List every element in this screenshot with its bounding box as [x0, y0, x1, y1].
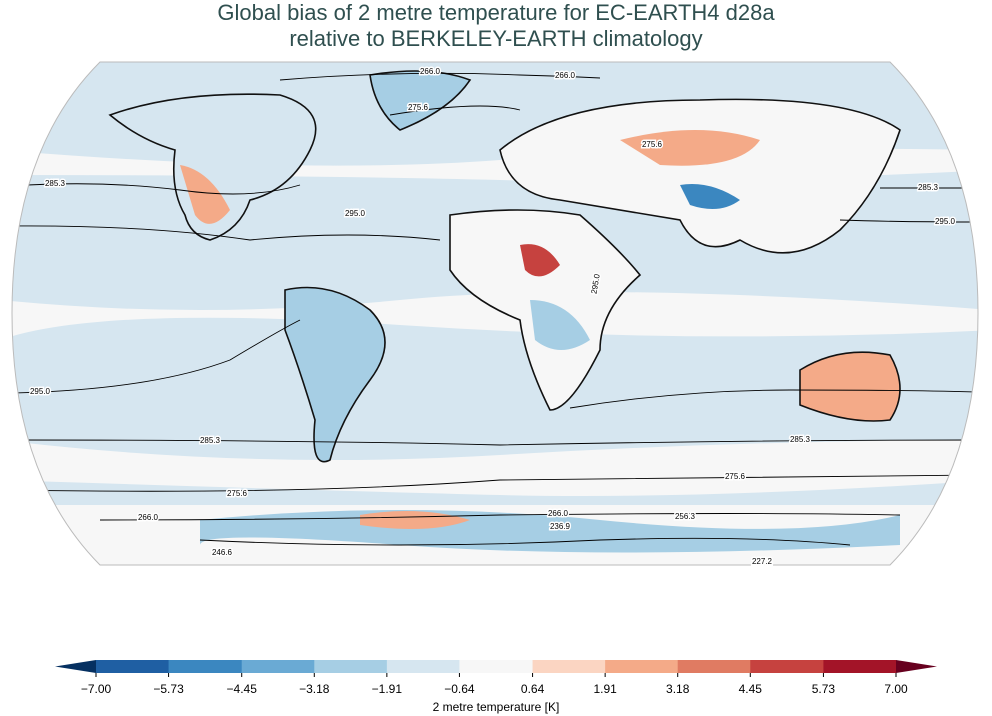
colorbar-tick-label: −3.18 — [299, 682, 330, 696]
colorbar-extend — [55, 660, 96, 673]
contour — [279, 72, 601, 81]
contour-label: 285.3 — [790, 435, 811, 444]
continent — [284, 286, 386, 463]
contour-label: 266.0 — [420, 67, 441, 76]
title-line: relative to BERKELEY-EARTH climatology — [289, 26, 702, 51]
contour-label: 266.0 — [555, 71, 576, 80]
colorbar-tick-label: 3.18 — [666, 682, 690, 696]
colorbar-bin — [605, 660, 679, 673]
colorbar-bin — [459, 660, 534, 673]
cold-region — [680, 184, 740, 209]
contour-label: 227.2 — [752, 557, 773, 566]
colorbar-tick-label: 1.91 — [593, 682, 617, 696]
contour-label: 275.6 — [227, 489, 248, 498]
contour-label: 246.6 — [212, 548, 233, 557]
cold-region — [530, 300, 590, 350]
contour — [12, 439, 978, 446]
contour-label: 285.3 — [918, 183, 939, 192]
colorbar-bin — [677, 660, 751, 673]
colorbar-tick-label: −0.64 — [444, 682, 475, 696]
map-frame — [11, 61, 979, 566]
contour — [12, 225, 441, 241]
band — [12, 440, 978, 496]
continent — [108, 93, 317, 241]
continent — [799, 351, 901, 422]
colorbar-bin — [823, 660, 897, 673]
contour — [839, 219, 978, 223]
colorbar: −7.00 −5.73 −4.45 −3.18 −1.91 −0.64 0.64 1.91 3.… — [55, 660, 937, 696]
contour-label: 295.0 — [935, 217, 956, 226]
contour-label: 275.6 — [408, 103, 429, 112]
contour-label: 236.9 — [550, 522, 571, 531]
colorbar-tick-label: −4.45 — [227, 682, 258, 696]
contour-label: 266.0 — [138, 513, 159, 522]
contour-label: 275.6 — [642, 140, 663, 149]
contour — [12, 474, 978, 492]
colorbar-label: 2 metre temperature [K] — [433, 700, 560, 714]
colorbar-bin — [386, 660, 460, 673]
contour-label: 295.0 — [345, 209, 366, 218]
contour-label: 256.3 — [675, 512, 696, 521]
map — [12, 62, 978, 565]
colorbar-tick-label: −5.73 — [153, 682, 184, 696]
colorbar-bin — [96, 660, 170, 673]
colorbar-tick-label: 5.73 — [812, 682, 836, 696]
warm-region — [180, 165, 230, 224]
colorbar-bin — [750, 660, 824, 673]
colorbar-tick-label: −7.00 — [81, 682, 112, 696]
colorbar-tick-label: −1.91 — [372, 682, 403, 696]
colorbar-bin — [532, 660, 606, 673]
colorbar-bin — [168, 660, 243, 673]
contour-label: 285.3 — [200, 436, 221, 445]
contour — [12, 319, 301, 394]
title-line: Global bias of 2 metre temperature for E… — [217, 0, 775, 25]
contour-labels: 266.0 266.0 275.6 275.6 285.3 285.3 295.… — [28, 66, 957, 568]
colorbar-tick-label: 4.45 — [739, 682, 763, 696]
colorbar-bin — [314, 660, 388, 673]
warm-region — [620, 130, 760, 166]
contour — [99, 513, 901, 521]
contour — [12, 183, 301, 195]
continent — [369, 70, 472, 131]
contour — [389, 105, 521, 116]
contour — [569, 389, 978, 409]
band — [12, 292, 978, 340]
colorbar-tick-label: 0.64 — [521, 682, 545, 696]
continent — [499, 98, 901, 254]
colorbar-bin — [241, 660, 315, 673]
contour — [199, 537, 851, 546]
colorbar-extend — [896, 660, 937, 673]
contour-label: 266.0 — [548, 509, 569, 518]
contour-label: 285.3 — [45, 179, 66, 188]
warm-region — [360, 511, 470, 529]
colorbar-tick-label: 7.00 — [884, 682, 908, 696]
contour-label: 275.6 — [725, 472, 746, 481]
warm-region — [520, 244, 560, 277]
contour-label: 295.0 — [30, 387, 51, 396]
